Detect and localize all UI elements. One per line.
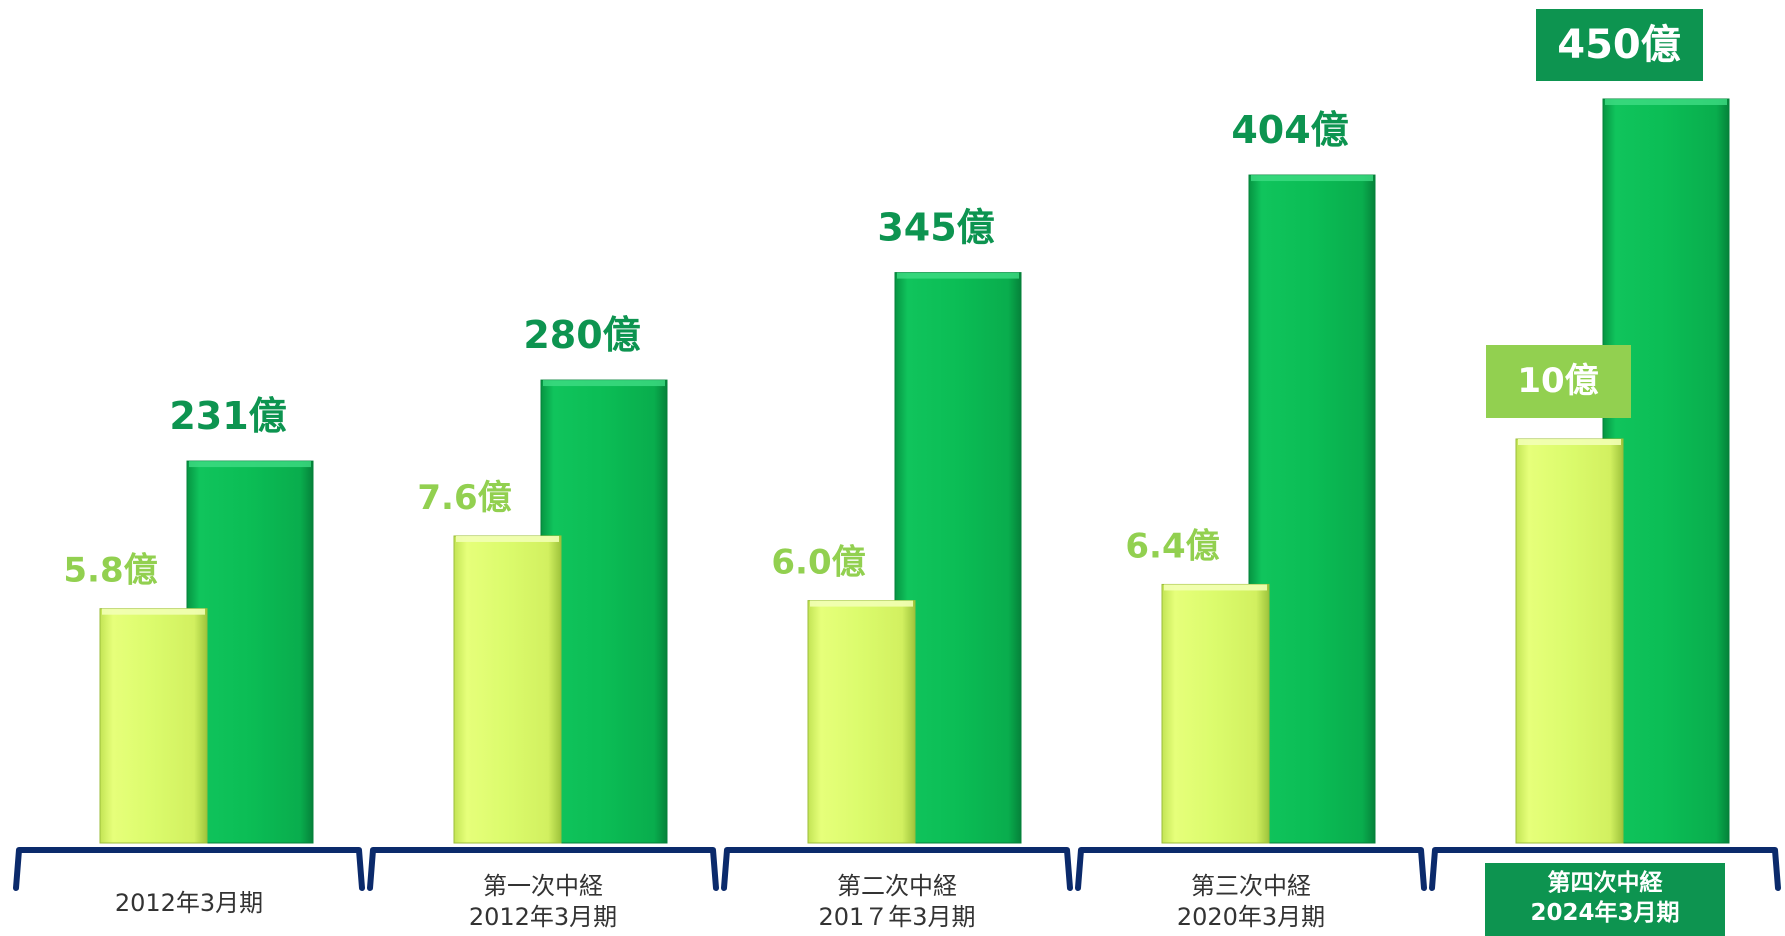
bar-total-top-1 [543, 380, 665, 387]
value-label-profit-0: 5.8億 [63, 551, 157, 591]
value-label-total-2: 345億 [877, 206, 994, 250]
category-bracket-0 [13, 847, 365, 891]
bar-profit-top-2 [810, 600, 913, 607]
category-label-1: 第一次中経 2012年3月期 [468, 872, 618, 931]
bar-profit-top-3 [1164, 584, 1267, 591]
category-label-4: 第四次中経 2024年3月期 [1530, 870, 1680, 926]
value-label-total-1: 280億 [523, 313, 640, 357]
bar-profit-1 [453, 535, 562, 844]
bar-total-top-3 [1251, 175, 1373, 182]
category-label-2: 第二次中経 201７年3月期 [818, 872, 976, 931]
category-bracket-4 [1429, 847, 1781, 891]
category-label-3: 第三次中経 2020年3月期 [1176, 872, 1326, 931]
bar-total-4 [1602, 98, 1730, 844]
bar-profit-2 [807, 600, 916, 844]
value-label-profit-4: 10億 [1517, 361, 1598, 401]
bar-total-top-2 [897, 272, 1019, 279]
label-box-profit-4 [1486, 345, 1631, 418]
value-label-total-4: 450億 [1557, 22, 1681, 68]
bar-total-3 [1248, 174, 1376, 844]
bar-total-top-4 [1605, 99, 1727, 105]
value-label-profit-2: 6.0億 [771, 543, 865, 583]
category-label-0: 2012年3月期 [114, 889, 264, 917]
bar-total-1 [540, 379, 668, 844]
bar-profit-top-0 [102, 608, 205, 615]
category-highlight-box [1485, 863, 1725, 936]
value-label-total-0: 231億 [169, 394, 286, 438]
label-box-total-4 [1536, 9, 1703, 81]
bar-profit-3 [1161, 583, 1270, 844]
value-label-profit-3: 6.4億 [1125, 526, 1219, 566]
bar-total-top-0 [189, 461, 311, 468]
value-label-total-3: 404億 [1231, 108, 1348, 152]
category-bracket-1 [367, 847, 719, 891]
bar-profit-top-1 [456, 535, 559, 542]
bar-profit-0 [99, 608, 208, 844]
bar-profit-4 [1515, 438, 1624, 844]
bar-total-0 [186, 460, 314, 844]
category-bracket-3 [1075, 847, 1427, 891]
category-bracket-2 [721, 847, 1073, 891]
value-label-profit-1: 7.6億 [417, 478, 511, 518]
bar-profit-top-4 [1518, 439, 1621, 445]
